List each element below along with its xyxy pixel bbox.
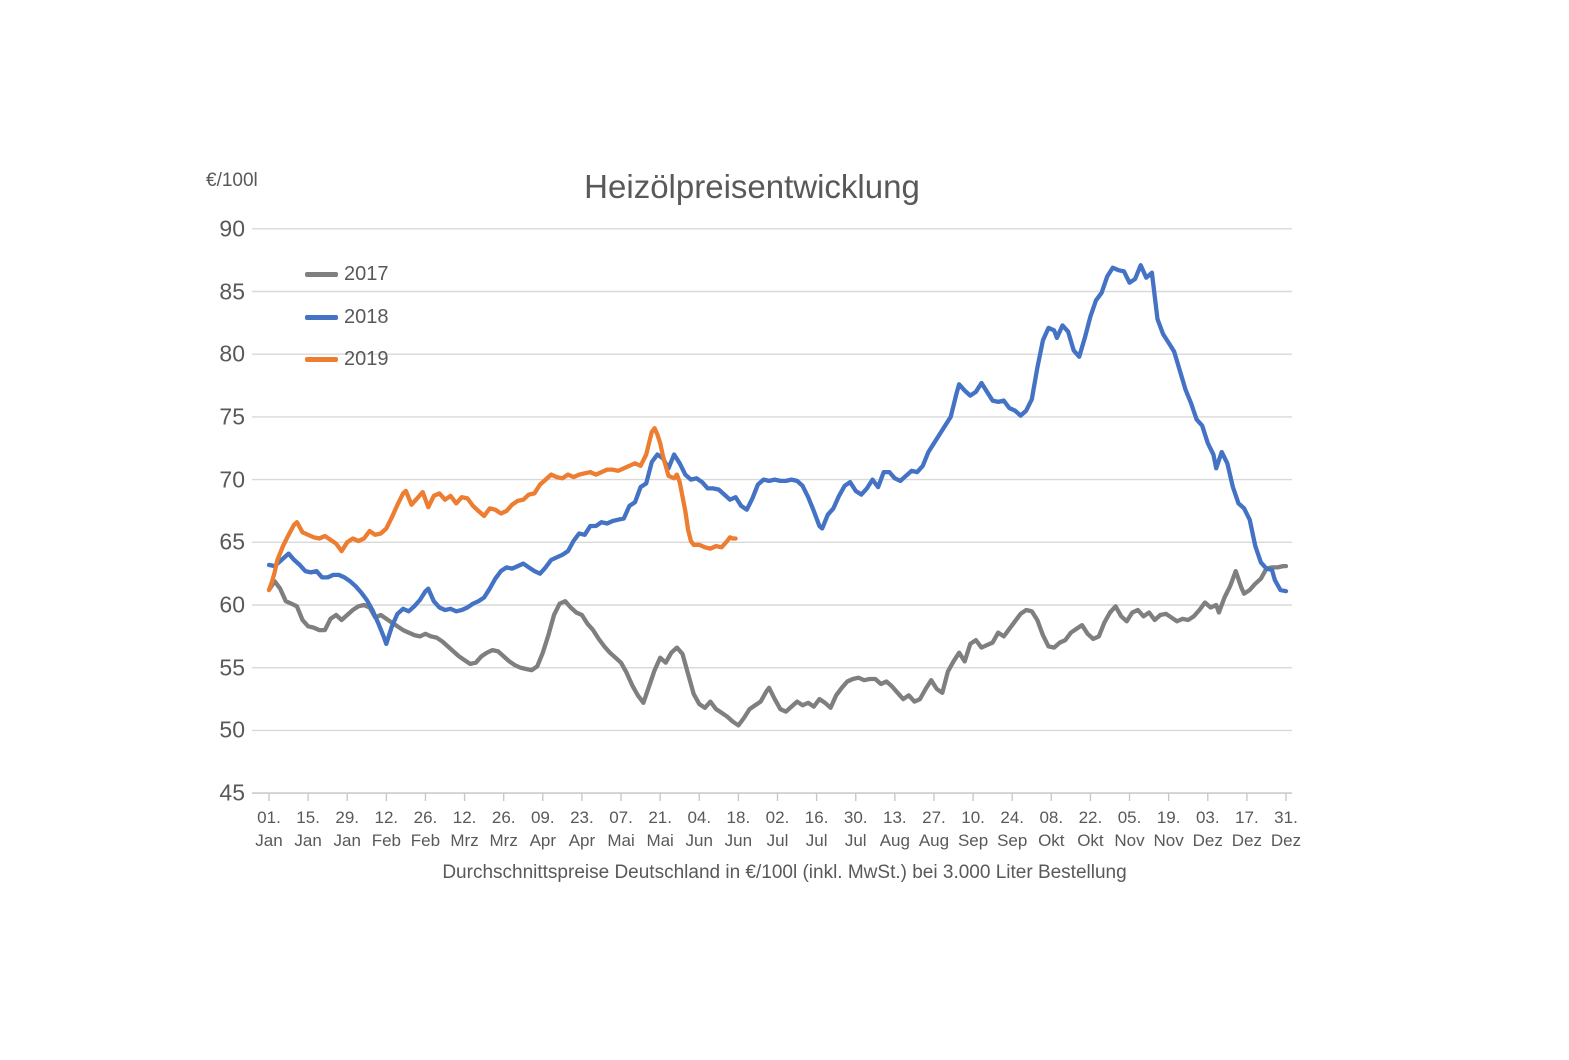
chart-title: Heizölpreisentwicklung [584,168,920,205]
y-tick-label: 65 [219,528,245,555]
legend-swatch-2019 [305,357,338,362]
x-tick-label: 22. Okt [1077,808,1104,850]
legend-item-2017: 2017 [305,263,389,286]
x-tick-label: 18. Jun [724,808,753,850]
y-tick-label: 80 [219,340,245,367]
legend-label: 2018 [344,305,389,328]
x-tick-label: 27. Aug [918,808,950,850]
x-tick-label: 12. Feb [371,808,401,850]
y-axis-unit-label: €/100l [206,170,258,191]
y-tick-label: 45 [219,779,245,806]
x-tick-label: 12. Mrz [450,808,479,850]
legend-label: 2019 [344,348,389,370]
y-tick-label: 75 [219,403,245,430]
x-tick-label: 08. Okt [1038,808,1065,850]
x-tick-label: 23. Apr [568,808,596,850]
x-tick-label: 24. Sep [997,808,1028,850]
x-tick-label: 31. Dez [1270,808,1302,850]
x-tick-label: 19. Nov [1153,808,1184,850]
x-tick-label: 01. Jan [255,808,283,850]
legend-label: 2017 [344,263,389,285]
x-tick-label: 09. Apr [529,808,557,850]
series-line-2017 [266,563,1289,728]
chart-caption: Durchschnittspreise Deutschland in €/100… [442,862,1127,883]
series-line-2018 [266,263,1289,647]
y-tick-label: 60 [219,591,245,618]
x-tick-label: 05. Nov [1114,808,1145,850]
x-tick-label: 17. Dez [1231,808,1262,850]
x-tick-label: 03. Dez [1192,808,1223,850]
y-tick-label: 55 [219,654,245,681]
series-line-2019 [266,426,738,593]
x-tick-label: 29. Jan [333,808,361,850]
x-tick-label: 13. Aug [879,808,910,850]
x-tick-label: 02. Jul [765,808,790,850]
x-tick-label: 21. Mai [646,808,674,850]
x-tick-label: 10. Sep [957,808,989,850]
x-tick-label: 04. Jun [685,808,713,850]
x-tick-label: 26. Mrz [489,808,518,850]
x-tick-label: 16. Jul [804,808,829,850]
x-tick-label: 30. Jul [843,808,868,850]
legend-item-2019: 2019 [305,348,389,371]
y-tick-label: 85 [219,278,245,304]
y-tick-label: 70 [219,466,245,493]
legend-swatch-2017 [305,272,338,277]
y-tick-label: 90 [219,215,245,242]
legend-item-2018: 2018 [305,306,389,329]
x-tick-label: 15. Jan [294,808,322,850]
x-tick-label: 07. Mai [607,808,635,850]
x-tick-label: 26. Feb [410,808,441,850]
y-tick-label: 50 [219,716,245,743]
legend-swatch-2018 [305,314,338,320]
